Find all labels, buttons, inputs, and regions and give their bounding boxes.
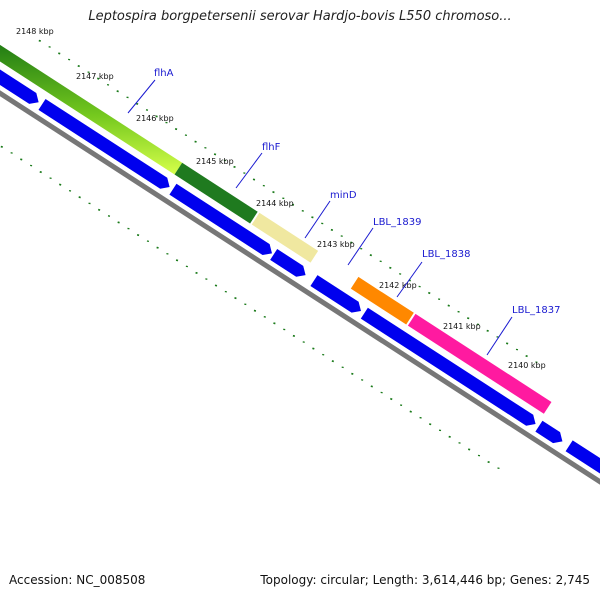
tick-label: 2143 kbp [317, 240, 355, 249]
kbp-ticks: 2148 kbp 2147 kbp 2146 kbp 2145 kbp 2144… [16, 27, 546, 370]
gc-skew-dots-top [38, 39, 538, 364]
gene-bar-flhf[interactable] [174, 162, 258, 224]
gene-label-lbl1838[interactable]: LBL_1838 [422, 249, 470, 260]
gene-track [0, 42, 552, 414]
tick-label: 2147 kbp [76, 72, 114, 81]
gene-bar-lbl1838[interactable] [350, 276, 414, 325]
gene-label-mind[interactable]: minD [330, 190, 357, 201]
tick-label: 2140 kbp [508, 361, 546, 370]
tick-label: 2142 kbp [379, 281, 417, 290]
cds-arrow[interactable] [310, 275, 361, 313]
leader-line [486, 316, 513, 356]
tick-label: 2145 kbp [196, 157, 234, 166]
chromosome-backbone [0, 90, 600, 485]
cds-track [0, 69, 600, 488]
accession-text: Accession: NC_008508 [9, 573, 146, 587]
cds-arrow[interactable] [535, 420, 563, 444]
tick-label: 2141 kbp [443, 322, 481, 331]
gc-skew-dots-bottom [0, 145, 500, 470]
tick-label: 2144 kbp [256, 199, 294, 208]
cds-arrow[interactable] [0, 69, 39, 104]
gene-bar-flha[interactable] [0, 42, 183, 175]
topology-text: Topology: circular; Length: 3,614,446 bp… [260, 573, 590, 587]
gene-bar-lbl1837[interactable] [407, 313, 552, 414]
gene-label-lbl1839[interactable]: LBL_1839 [373, 217, 421, 228]
tick-label: 2148 kbp [16, 27, 54, 36]
leader-line [347, 227, 374, 266]
map-title: Leptospira borgpetersenii serovar Hardjo… [88, 9, 512, 24]
leader-line [235, 152, 263, 189]
cds-arrow[interactable] [360, 307, 536, 426]
cds-arrow[interactable] [270, 248, 306, 277]
leader-line [127, 79, 156, 114]
leader-line [304, 200, 331, 239]
gene-label-lbl1837[interactable]: LBL_1837 [512, 305, 560, 316]
gene-label-flha[interactable]: flhA [154, 68, 174, 79]
leader-line [396, 261, 423, 298]
cds-arrow[interactable] [169, 183, 272, 256]
gene-labels: flhA flhF minD LBL_1839 LBL_1838 LBL_183… [127, 68, 560, 356]
gene-label-flhf[interactable]: flhF [262, 142, 281, 153]
gene-bar-mind[interactable] [251, 212, 319, 263]
cds-arrow[interactable] [565, 440, 600, 488]
tick-label: 2146 kbp [136, 114, 174, 123]
cds-arrow[interactable] [38, 98, 170, 189]
